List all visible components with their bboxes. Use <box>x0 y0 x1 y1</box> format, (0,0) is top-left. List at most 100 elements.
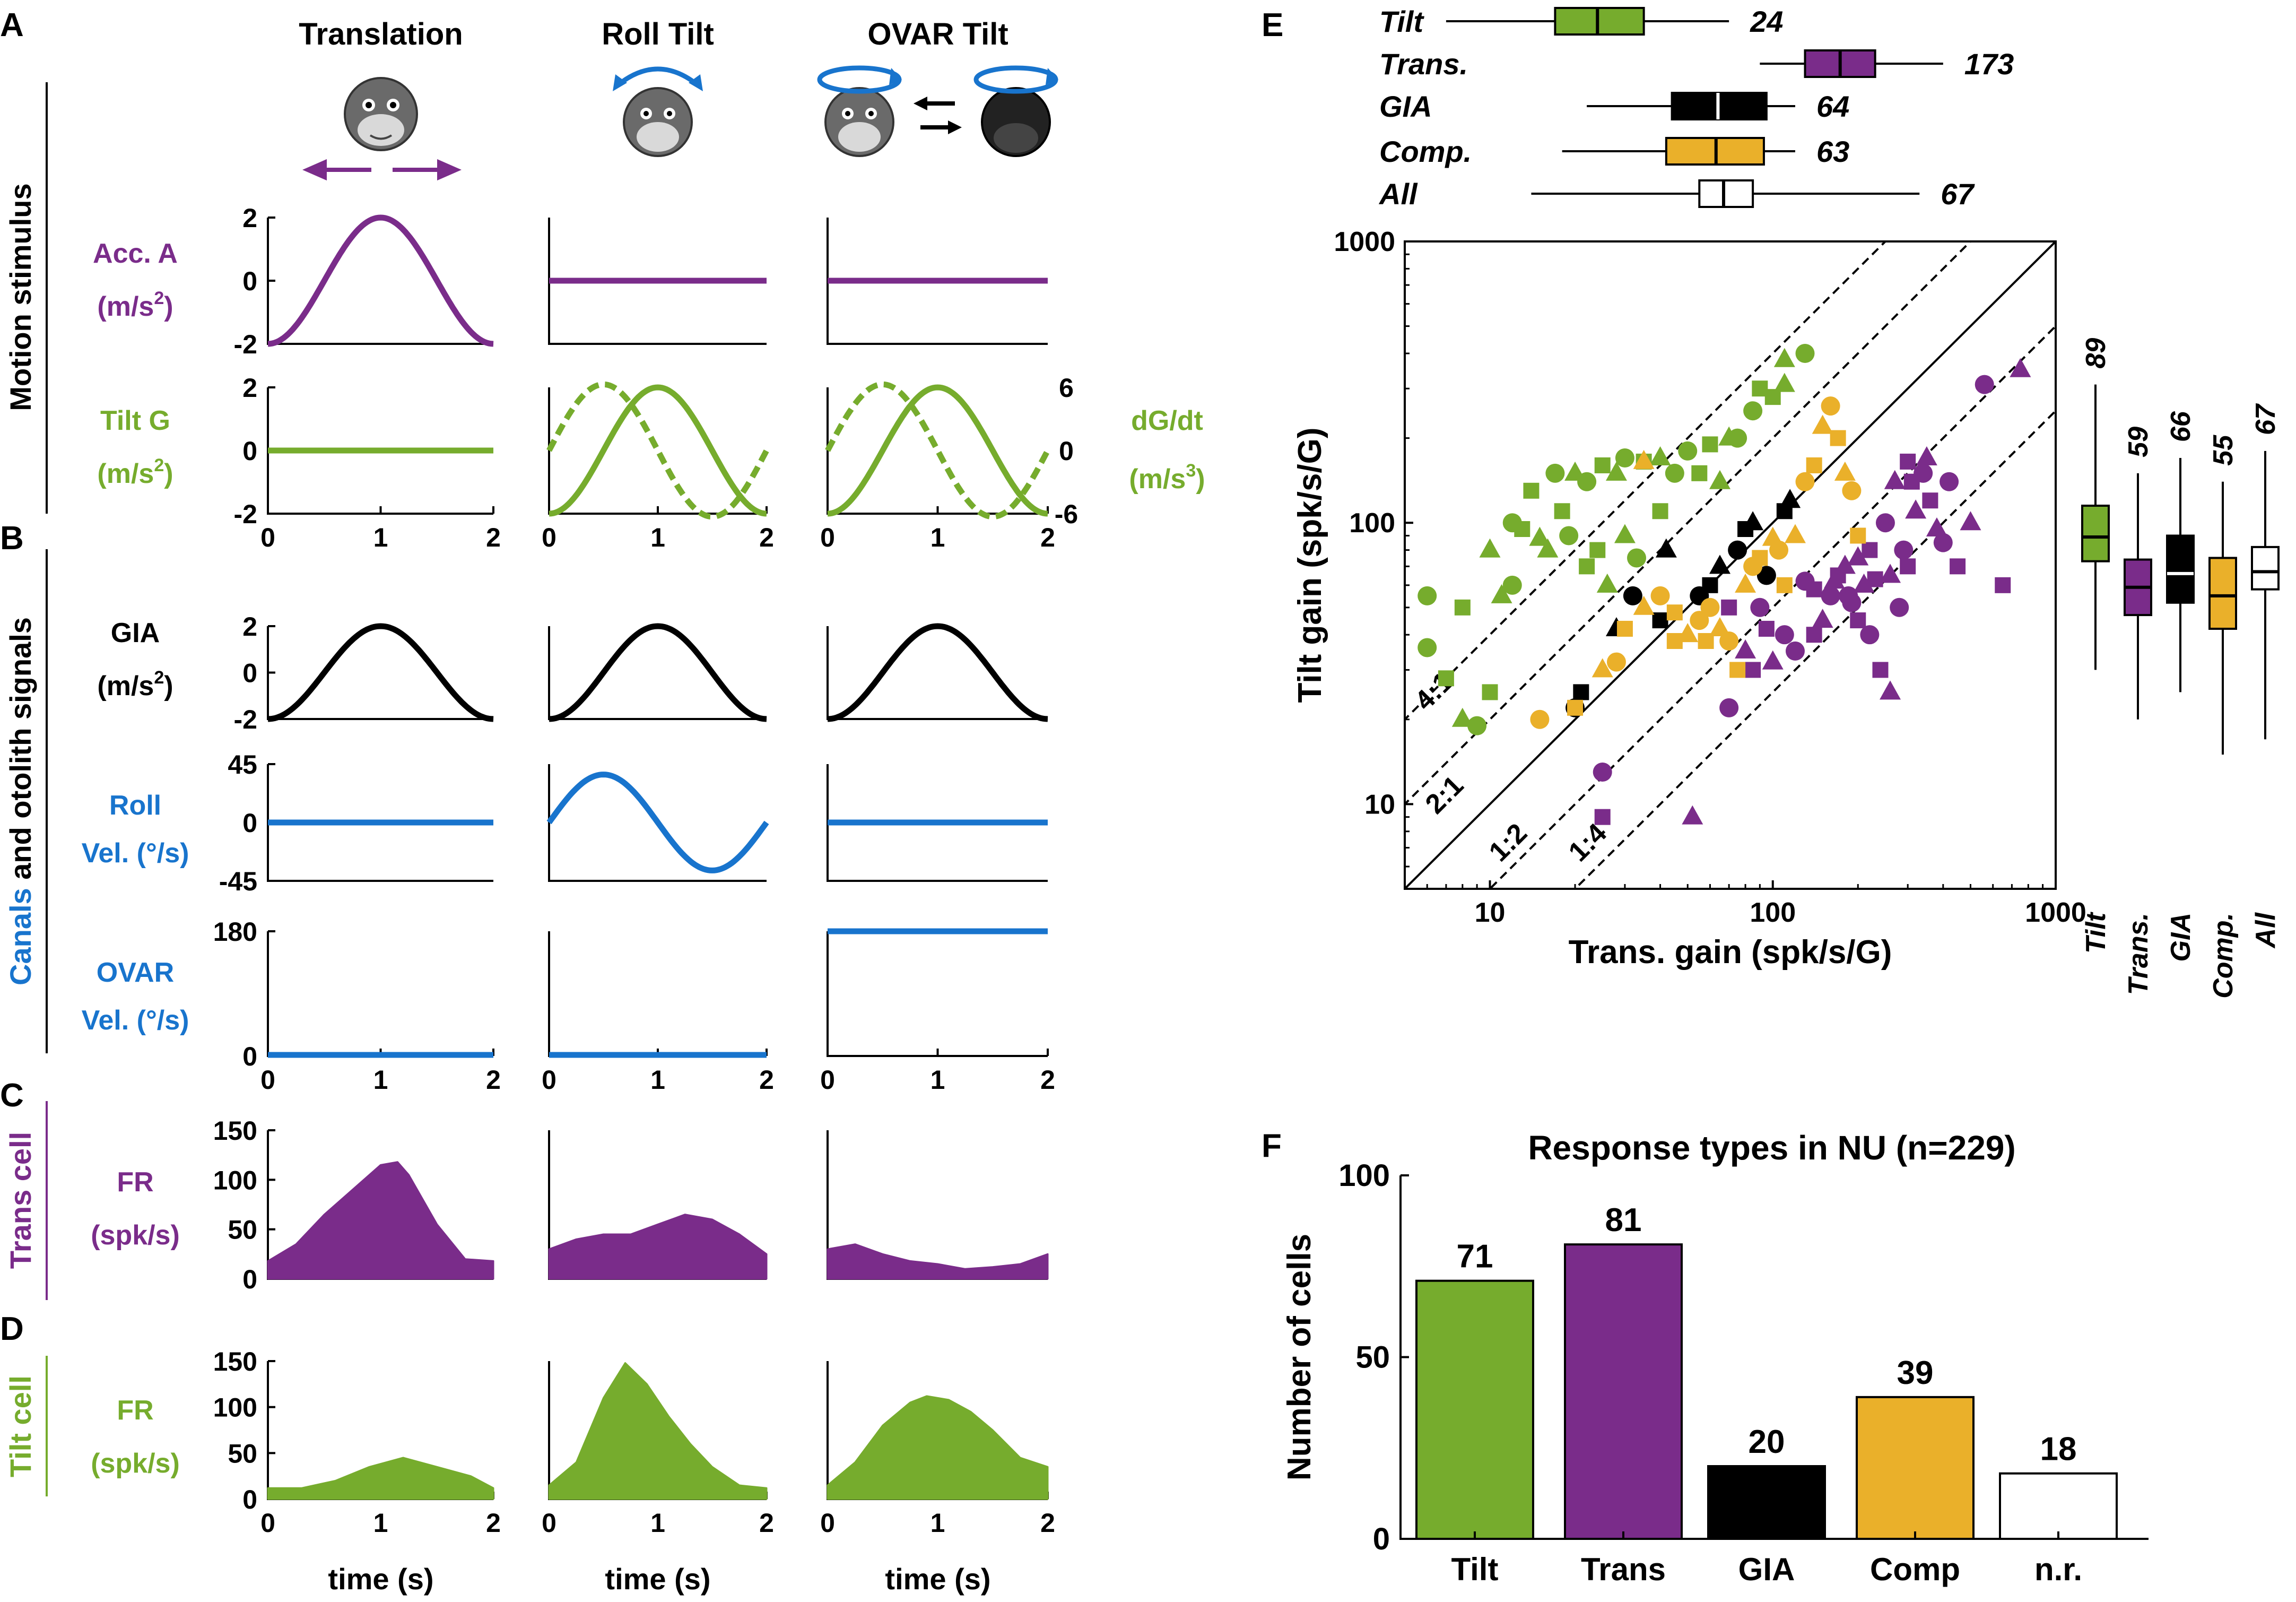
axis-lines <box>548 764 767 882</box>
firing-rate-area <box>827 1395 1049 1500</box>
xtick-label: 0 <box>542 1508 556 1538</box>
boxplot-median-label: 66 <box>2165 411 2196 442</box>
data-point-comp <box>1666 604 1683 621</box>
bar-tilt: 71 Tilt <box>1415 1239 1534 1587</box>
tiltg-unit-label: (m/s2) <box>97 455 173 489</box>
ytick-label: 10 <box>1364 789 1395 820</box>
signal-curve <box>549 384 767 517</box>
data-point-trans <box>1940 472 1959 491</box>
signal-curve <box>827 623 1048 722</box>
ytick-label: 0 <box>242 1485 257 1514</box>
boxplot-name: Comp. <box>2208 913 2239 999</box>
plot-gia-ovar <box>827 623 1048 722</box>
data-point-tilt <box>1523 482 1540 499</box>
gia-label: GIA <box>111 618 160 648</box>
xtick-label: 0 <box>260 1065 275 1095</box>
data-point-tilt <box>1537 538 1559 558</box>
data-point-trans <box>1806 581 1822 597</box>
data-point-comp <box>1812 414 1833 434</box>
data-point-tilt <box>1594 457 1611 473</box>
axis-lines <box>827 626 1048 720</box>
data-point-comp <box>1729 662 1746 678</box>
data-point-comp <box>1616 620 1633 637</box>
firing-rate-area <box>548 1362 768 1500</box>
ratio-line <box>1405 241 1972 806</box>
data-point-trans <box>1867 571 1883 587</box>
data-point-trans <box>1933 533 1953 552</box>
xtick-label: 2 <box>486 523 501 552</box>
top-boxplot-tilt: Tilt 24 <box>1379 5 1783 38</box>
bar-category-label: Comp <box>1870 1552 1960 1587</box>
data-point-trans <box>1823 569 1845 589</box>
bar-nr: 18 n.r. <box>1999 1431 2118 1587</box>
translation-arrows-icon <box>302 159 462 181</box>
gia-unit-label: (m/s2) <box>97 668 173 702</box>
ratio-line <box>1488 324 2056 889</box>
bar-chart-ylabel: Number of cells <box>1281 1234 1318 1480</box>
data-point-trans <box>1682 805 1703 825</box>
data-point-comp <box>1606 652 1626 672</box>
plot-ovar-vel-roll: 0 1 2 <box>542 931 774 1095</box>
xtick-label: 2 <box>1040 523 1055 552</box>
boxplot-name: Comp. <box>1379 135 1472 168</box>
ytick-label: 45 <box>228 750 257 780</box>
canals-otolith-label: Canals and otolith signals <box>4 549 48 1053</box>
data-point-comp <box>1567 699 1584 716</box>
data-point-tilt <box>1652 503 1668 519</box>
boxplot-name: Tilt <box>2081 911 2111 954</box>
firing-rate-area <box>267 1457 494 1500</box>
ytick-label: 0 <box>242 1042 257 1071</box>
otolith-words: and otolith signals <box>4 617 37 888</box>
xtick-label: 10 <box>1475 897 1506 928</box>
ytick-label: -2 <box>234 499 257 529</box>
xtick-label: 2 <box>486 1508 501 1538</box>
plot-acc-translation: 2 0 -2 <box>234 203 494 359</box>
column-title-ovar: OVAR Tilt <box>867 17 1008 51</box>
data-point-trans <box>1900 558 1916 575</box>
ytick-label: 100 <box>1338 1158 1390 1193</box>
xtick-label: 0 <box>820 523 835 552</box>
boxplot-median-label: 173 <box>1964 47 2014 81</box>
axis-lines <box>827 387 1048 515</box>
data-point-gia <box>1652 612 1668 629</box>
boxplot-name: All <box>2250 912 2281 949</box>
right-ytick-label: 0 <box>1059 436 1074 466</box>
data-point-tilt <box>1502 575 1522 595</box>
fr-trans-unit-label: (spk/s) <box>91 1220 180 1251</box>
data-point-tilt <box>1649 446 1671 466</box>
ytick-label: -45 <box>219 867 257 896</box>
bar-value-label: 81 <box>1605 1202 1642 1239</box>
data-point-comp <box>1784 524 1806 543</box>
data-point-tilt <box>1467 716 1487 735</box>
data-point-trans <box>1850 612 1866 629</box>
top-boxplot-comp: Comp. 63 <box>1379 135 1849 168</box>
data-point-tilt <box>1417 638 1437 657</box>
data-point-trans <box>1903 473 1920 490</box>
firing-rate-area <box>548 1214 768 1280</box>
bar-category-label: Trans <box>1581 1552 1666 1587</box>
panel-letter-c: C <box>0 1077 24 1114</box>
fr-tilt-unit-label: (spk/s) <box>91 1448 180 1479</box>
firing-rate-area <box>267 1161 494 1280</box>
bar-chart-title: Response types in NU (n=229) <box>1528 1129 2015 1167</box>
xlabel-time-translation: time (s) <box>328 1562 433 1596</box>
plot-tiltg-translation: 20-20 1 2 <box>234 373 501 552</box>
xtick-label: 0 <box>260 523 275 552</box>
bar-trans: 81 Trans <box>1564 1202 1683 1587</box>
data-point-tilt <box>1502 513 1522 533</box>
response-types-bar-chart: Response types in NU (n=229) Number of ce… <box>1281 1129 2149 1587</box>
plot-tiltg-roll: 0 1 2 <box>542 381 774 552</box>
xtick-label: 1 <box>373 1065 388 1095</box>
data-point-trans <box>1905 499 1927 519</box>
xtick-label: 0 <box>820 1065 835 1095</box>
axis-lines <box>548 387 767 515</box>
fr-trans-label: FR <box>117 1167 153 1198</box>
data-point-tilt <box>1752 380 1768 397</box>
data-point-trans <box>1775 625 1794 645</box>
boxplot-median-label: 64 <box>1816 90 1849 123</box>
bar-value-label: 18 <box>2040 1431 2077 1468</box>
bar-rect <box>1707 1465 1826 1540</box>
ytick-label: 50 <box>228 1439 257 1468</box>
acc-label: Acc. A <box>93 238 178 269</box>
